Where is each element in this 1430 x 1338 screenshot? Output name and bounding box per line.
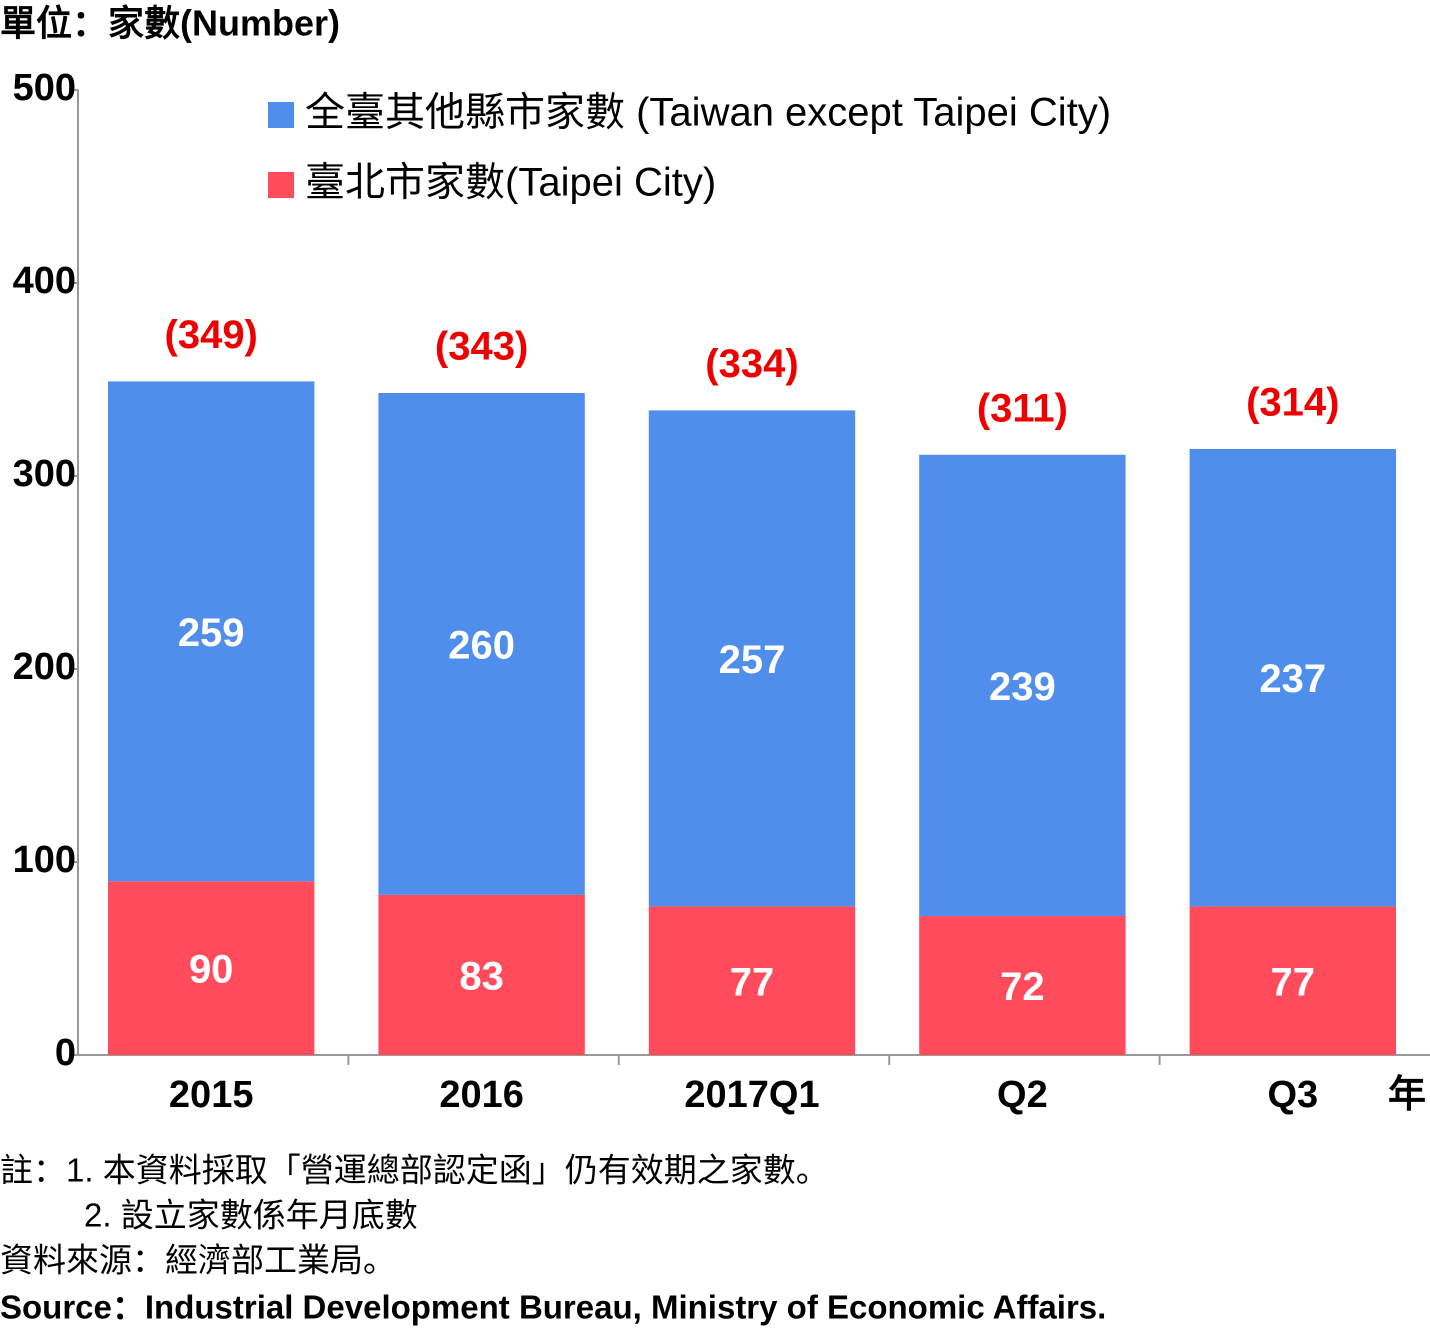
note: 2. 設立家數係年月底數 bbox=[84, 1197, 418, 1234]
bar-segment bbox=[108, 381, 315, 882]
x-tick-label: 2016 bbox=[439, 1074, 524, 1116]
data-label: 259 bbox=[178, 611, 245, 655]
data-label: 90 bbox=[189, 948, 234, 992]
data-label: 77 bbox=[730, 960, 775, 1004]
x-tick-label: 2017Q1 bbox=[684, 1074, 819, 1116]
data-label: 72 bbox=[1000, 965, 1045, 1009]
data-label: 257 bbox=[719, 638, 786, 682]
data-label: 239 bbox=[989, 665, 1056, 709]
bar-segment bbox=[648, 906, 856, 1055]
unit-label: 單位：家數(Number) bbox=[0, 3, 340, 44]
x-tick-label: Q3 bbox=[1267, 1074, 1318, 1116]
data-label: 83 bbox=[459, 954, 504, 998]
y-tick-label: 300 bbox=[13, 453, 76, 495]
bar-segment bbox=[919, 916, 1126, 1055]
note: Source：Industrial Development Bureau, Mi… bbox=[0, 1289, 1106, 1326]
legend-swatch bbox=[268, 102, 294, 128]
y-tick-label: 100 bbox=[13, 839, 76, 881]
total-label: (314) bbox=[1246, 381, 1339, 425]
y-tick-label: 400 bbox=[13, 260, 76, 302]
y-tick-label: 0 bbox=[55, 1032, 76, 1074]
bar-segment bbox=[1189, 448, 1396, 907]
total-label: (311) bbox=[977, 386, 1068, 430]
y-tick-label: 200 bbox=[13, 646, 76, 688]
data-label: 237 bbox=[1259, 657, 1326, 701]
note: 資料來源：經濟部工業局。 bbox=[0, 1242, 396, 1279]
bar-segment bbox=[108, 881, 315, 1055]
note: 註：1. 本資料採取「營運總部認定函」仍有效期之家數。 bbox=[0, 1152, 829, 1189]
bar-segment bbox=[648, 410, 856, 907]
data-label: 77 bbox=[1271, 960, 1316, 1004]
bar-segment bbox=[378, 393, 585, 895]
total-label: (334) bbox=[705, 342, 798, 386]
legend-label: 臺北市家數(Taipei City) bbox=[305, 161, 716, 205]
x-tick-label: Q2 bbox=[997, 1074, 1048, 1116]
legend-label: 全臺其他縣市家數 (Taiwan except Taipei City) bbox=[305, 91, 1111, 135]
bar-segment bbox=[1189, 906, 1396, 1055]
data-label: 260 bbox=[448, 623, 515, 667]
total-label: (343) bbox=[435, 325, 528, 369]
bar-segment bbox=[378, 894, 585, 1055]
y-tick-label: 500 bbox=[13, 67, 76, 109]
x-axis-label: 年 bbox=[1388, 1074, 1426, 1116]
total-label: (349) bbox=[165, 313, 258, 357]
x-tick-label: 2015 bbox=[169, 1074, 254, 1116]
legend-swatch bbox=[268, 172, 294, 198]
bar-segment bbox=[919, 454, 1126, 917]
